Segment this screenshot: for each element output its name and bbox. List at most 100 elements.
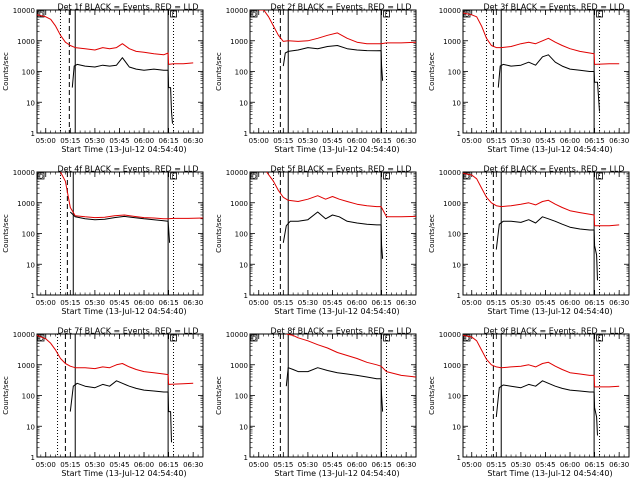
x-tick-label: 06:00	[560, 137, 580, 145]
x-tick-label: 05:30	[85, 461, 105, 469]
y-tick-label: 100	[22, 393, 35, 401]
series-line-lld	[258, 10, 416, 45]
x-tick-label: 06:30	[183, 137, 203, 145]
chart-title: Det 4f BLACK = Events, RED = LLD	[57, 165, 198, 174]
corner-marker-right: L	[598, 335, 602, 342]
x-tick-label: 06:30	[396, 299, 416, 307]
corner-marker-left: D	[252, 11, 257, 18]
x-tick-label: 06:15	[585, 137, 605, 145]
x-tick-label: 05:15	[486, 299, 506, 307]
series-line-lld	[37, 334, 194, 385]
series-line-lld	[463, 334, 620, 388]
series-line-events	[71, 57, 173, 124]
y-tick-label: 10000	[13, 7, 35, 15]
y-axis-label: Counts/sec	[428, 376, 436, 415]
y-tick-label: 100	[448, 393, 461, 401]
corner-marker-left: D	[465, 335, 470, 342]
x-tick-label: 06:30	[396, 461, 416, 469]
y-tick-label: 10	[239, 423, 248, 431]
x-tick-label: 05:00	[462, 299, 482, 307]
x-tick-label: 05:00	[462, 137, 482, 145]
y-axis-label: Counts/sec	[2, 214, 10, 253]
x-tick-label: 06:00	[134, 461, 154, 469]
x-tick-label: 06:30	[609, 299, 629, 307]
corner-marker-left: D	[252, 173, 257, 180]
y-tick-label: 1	[244, 130, 248, 138]
plot-frame	[36, 9, 204, 134]
y-tick-label: 1	[457, 292, 461, 300]
corner-marker-left: D	[465, 173, 470, 180]
corner-marker-right: L	[385, 173, 389, 180]
x-tick-label: 05:45	[109, 299, 129, 307]
x-tick-label: 06:00	[560, 299, 580, 307]
corner-marker-left: D	[39, 335, 44, 342]
x-tick-label: 05:00	[462, 461, 482, 469]
x-axis-label: Start Time (13-Jul-12 04:54:40)	[274, 469, 399, 478]
x-tick-label: 06:00	[347, 137, 367, 145]
x-tick-label: 06:30	[396, 137, 416, 145]
y-tick-label: 10	[26, 99, 35, 107]
chart-title: Det 8f BLACK = Events, RED = LLD	[270, 327, 411, 336]
series-line-lld	[463, 12, 620, 65]
plot-frame	[249, 171, 417, 296]
corner-marker-right: L	[598, 11, 602, 18]
x-tick-label: 06:00	[347, 461, 367, 469]
y-axis-label: Counts/sec	[215, 214, 223, 253]
y-tick-label: 1000	[17, 38, 35, 46]
y-tick-label: 10000	[439, 331, 461, 339]
x-tick-label: 05:30	[511, 299, 531, 307]
y-axis-label: Counts/sec	[215, 376, 223, 415]
chart-title: Det 5f BLACK = Events, RED = LLD	[270, 165, 411, 174]
x-tick-label: 05:15	[273, 299, 293, 307]
chart-title: Det 9f BLACK = Events, RED = LLD	[483, 327, 624, 336]
chart-panel-4: Det 4f BLACK = Events, RED = LLD D L 1 10 100…	[2, 165, 204, 316]
x-tick-label: 05:45	[109, 461, 129, 469]
chart-panel-9: Det 9f BLACK = Events, RED = LLD D L 1 10 100…	[428, 327, 630, 478]
y-tick-label: 10000	[13, 169, 35, 177]
y-tick-label: 1000	[230, 38, 248, 46]
x-tick-label: 06:30	[609, 137, 629, 145]
x-tick-label: 06:15	[159, 137, 179, 145]
x-tick-label: 05:00	[249, 461, 269, 469]
x-axis-label: Start Time (13-Jul-12 04:54:40)	[487, 307, 612, 316]
x-tick-label: 05:30	[511, 137, 531, 145]
chart-panel-8: Det 8f BLACK = Events, RED = LLD D L 1 10 100…	[215, 327, 417, 478]
x-tick-label: 05:00	[249, 299, 269, 307]
y-axis-label: Counts/sec	[2, 52, 10, 91]
plot-frame	[462, 171, 630, 296]
series-line-lld	[60, 172, 203, 220]
y-tick-label: 10	[239, 99, 248, 107]
x-axis-label: Start Time (13-Jul-12 04:54:40)	[274, 307, 399, 316]
y-tick-label: 1000	[17, 200, 35, 208]
series-line-events	[282, 211, 384, 259]
y-tick-label: 1	[457, 454, 461, 462]
chart-title: Det 7f BLACK = Events, RED = LLD	[57, 327, 198, 336]
corner-marker-right: L	[172, 11, 176, 18]
y-tick-label: 10000	[226, 169, 248, 177]
x-tick-label: 06:15	[585, 461, 605, 469]
x-tick-label: 06:30	[183, 299, 203, 307]
y-tick-label: 10	[452, 423, 461, 431]
y-tick-label: 100	[448, 231, 461, 239]
x-axis-label: Start Time (13-Jul-12 04:54:40)	[61, 307, 186, 316]
x-axis-label: Start Time (13-Jul-12 04:54:40)	[61, 145, 186, 154]
series-line-lld	[37, 14, 194, 65]
series-line-events	[69, 211, 171, 243]
y-tick-label: 10	[26, 423, 35, 431]
x-tick-label: 05:15	[60, 137, 80, 145]
chart-title: Det 2f BLACK = Events, RED = LLD	[270, 3, 411, 12]
x-axis-label: Start Time (13-Jul-12 04:54:40)	[61, 469, 186, 478]
y-tick-label: 1	[457, 130, 461, 138]
series-line-lld	[463, 172, 620, 227]
corner-marker-left: D	[39, 173, 44, 180]
series-line-events	[285, 367, 384, 412]
x-tick-label: 05:45	[535, 461, 555, 469]
x-tick-label: 05:45	[322, 137, 342, 145]
chart-panel-2: Det 2f BLACK = Events, RED = LLD D L 1 10 100…	[215, 3, 417, 154]
chart-panel-5: Det 5f BLACK = Events, RED = LLD D L 1 10 100…	[215, 165, 417, 316]
corner-marker-left: D	[252, 335, 257, 342]
y-tick-label: 10000	[439, 7, 461, 15]
y-tick-label: 1	[31, 454, 35, 462]
y-axis-label: Counts/sec	[215, 52, 223, 91]
